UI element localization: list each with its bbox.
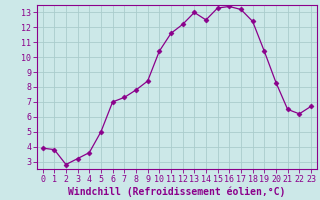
X-axis label: Windchill (Refroidissement éolien,°C): Windchill (Refroidissement éolien,°C) bbox=[68, 186, 285, 197]
